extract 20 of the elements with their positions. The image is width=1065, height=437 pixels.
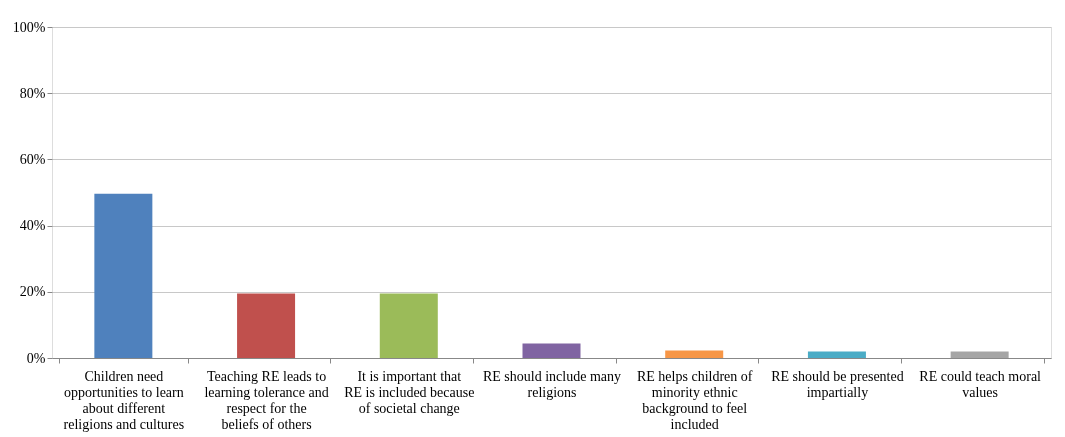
- bar: [950, 351, 1009, 358]
- x-tick-label: It is important that RE is included because of societal change: [344, 368, 475, 416]
- y-tick-label: 20%: [19, 284, 46, 300]
- x-tick-label: Children need opportunities to learn about different religions and cultures: [63, 368, 185, 432]
- bar: [522, 343, 581, 358]
- bar: [94, 193, 153, 358]
- x-tick-label: RE helps children of minority ethnic background to feel included: [636, 368, 753, 432]
- bar: [807, 351, 866, 358]
- bar: [379, 293, 438, 358]
- y-tick-label: 80%: [19, 85, 46, 101]
- bar: [237, 293, 296, 358]
- y-tick-label: 100%: [12, 19, 46, 35]
- y-tick-label: 0%: [26, 350, 46, 366]
- bar: [665, 350, 724, 358]
- y-tick-label: 40%: [19, 218, 46, 234]
- x-tick-label: RE could teach moral values: [919, 368, 1042, 400]
- x-tick-label: RE should include many religions: [482, 368, 622, 400]
- x-tick-label: RE should be presented impartially: [771, 368, 904, 400]
- x-tick-label: Teaching RE leads to learning tolerance and respect for the beliefs of others: [204, 368, 329, 432]
- y-tick-label: 60%: [19, 151, 46, 167]
